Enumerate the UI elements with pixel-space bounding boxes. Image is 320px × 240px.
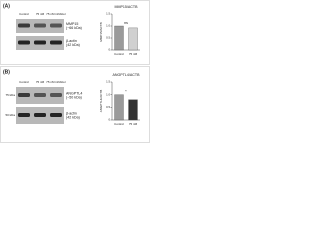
chart-title: MMP15/ACTB (115, 5, 139, 9)
marker-label: 75 kDa (5, 93, 15, 97)
x-tick-label: 75 nM (129, 122, 138, 126)
band-name: β-actin (66, 111, 77, 115)
y-tick-label: 1.0 (106, 92, 110, 96)
lane-label: 75 nM inhibitor (46, 80, 66, 84)
panel-frame (0, 66, 150, 143)
band (50, 113, 62, 117)
annotation: ns (124, 21, 128, 25)
band (18, 113, 30, 117)
bar (128, 27, 138, 51)
band (34, 40, 46, 45)
lane-label: Control (19, 80, 29, 84)
lane-label: 75 nM (36, 12, 45, 16)
band (34, 113, 46, 117)
band (18, 23, 30, 28)
panel-label: (A) (3, 3, 10, 9)
band-size: (42 kDa) (66, 43, 80, 47)
bar (128, 99, 138, 121)
band-size: (42 kDa) (66, 115, 80, 119)
band-name: ANGPTL4 (66, 91, 82, 95)
bar (114, 25, 124, 51)
y-tick-label: 1.5 (106, 12, 110, 16)
lane-label: 75 nM (36, 80, 45, 84)
y-tick-label: 1.0 (106, 24, 110, 28)
y-tick-label: 0 (108, 48, 110, 52)
band-name: β-actin (66, 39, 77, 43)
annotation: * (125, 90, 127, 94)
band (34, 23, 46, 28)
panel-frame (0, 0, 150, 65)
band-size: (~66 kDa) (66, 26, 82, 30)
band (18, 40, 30, 45)
bar (114, 94, 124, 121)
band-name: MMP15 (66, 22, 78, 26)
chart-title: ANGPTL4/ACTB (113, 73, 141, 77)
x-tick-label: 75 nM (129, 52, 138, 56)
band (34, 93, 46, 97)
y-tick-label: 0 (108, 118, 110, 122)
y-axis-label: ANGPTL4/ACTB (99, 90, 103, 113)
x-tick-label: Control (114, 122, 124, 126)
marker-label: 50 kDa (5, 113, 15, 117)
figure: (A) (B) Control 75 nM 75 nM inhibitorMMP15… (0, 0, 150, 143)
band (50, 23, 62, 28)
x-tick-label: Control (114, 52, 124, 56)
band (50, 40, 62, 45)
band-size: (~50 kDa) (66, 95, 82, 99)
band (18, 93, 30, 97)
y-tick-label: 0.5 (106, 36, 110, 40)
y-tick-label: 1.5 (106, 80, 110, 84)
y-axis-label: MMP15/ACTB (99, 22, 103, 41)
lane-label: Control (19, 12, 29, 16)
band (50, 93, 62, 97)
y-tick-label: 0.5 (106, 105, 110, 109)
lane-label: 75 nM inhibitor (46, 12, 66, 16)
panel-label: (B) (3, 69, 10, 75)
